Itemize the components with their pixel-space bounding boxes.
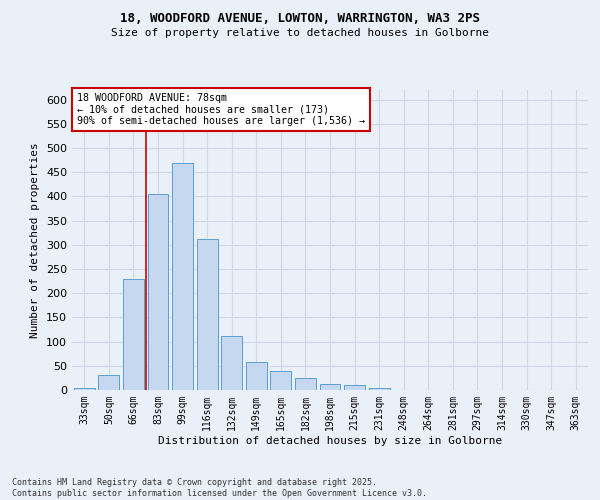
- Bar: [172, 162, 193, 390]
- Bar: [221, 336, 242, 390]
- Bar: [98, 376, 119, 390]
- Text: Contains HM Land Registry data © Crown copyright and database right 2025.
Contai: Contains HM Land Registry data © Crown c…: [12, 478, 427, 498]
- Bar: [197, 238, 218, 390]
- Bar: [295, 378, 316, 390]
- Bar: [320, 384, 340, 390]
- Text: 18 WOODFORD AVENUE: 78sqm
← 10% of detached houses are smaller (173)
90% of semi: 18 WOODFORD AVENUE: 78sqm ← 10% of detac…: [77, 93, 365, 126]
- Text: 18, WOODFORD AVENUE, LOWTON, WARRINGTON, WA3 2PS: 18, WOODFORD AVENUE, LOWTON, WARRINGTON,…: [120, 12, 480, 26]
- Text: Size of property relative to detached houses in Golborne: Size of property relative to detached ho…: [111, 28, 489, 38]
- Bar: [344, 384, 365, 390]
- Bar: [123, 278, 144, 390]
- Y-axis label: Number of detached properties: Number of detached properties: [31, 142, 40, 338]
- Bar: [246, 362, 267, 390]
- Bar: [271, 370, 292, 390]
- Bar: [368, 388, 389, 390]
- X-axis label: Distribution of detached houses by size in Golborne: Distribution of detached houses by size …: [158, 436, 502, 446]
- Bar: [148, 194, 169, 390]
- Bar: [74, 388, 95, 390]
